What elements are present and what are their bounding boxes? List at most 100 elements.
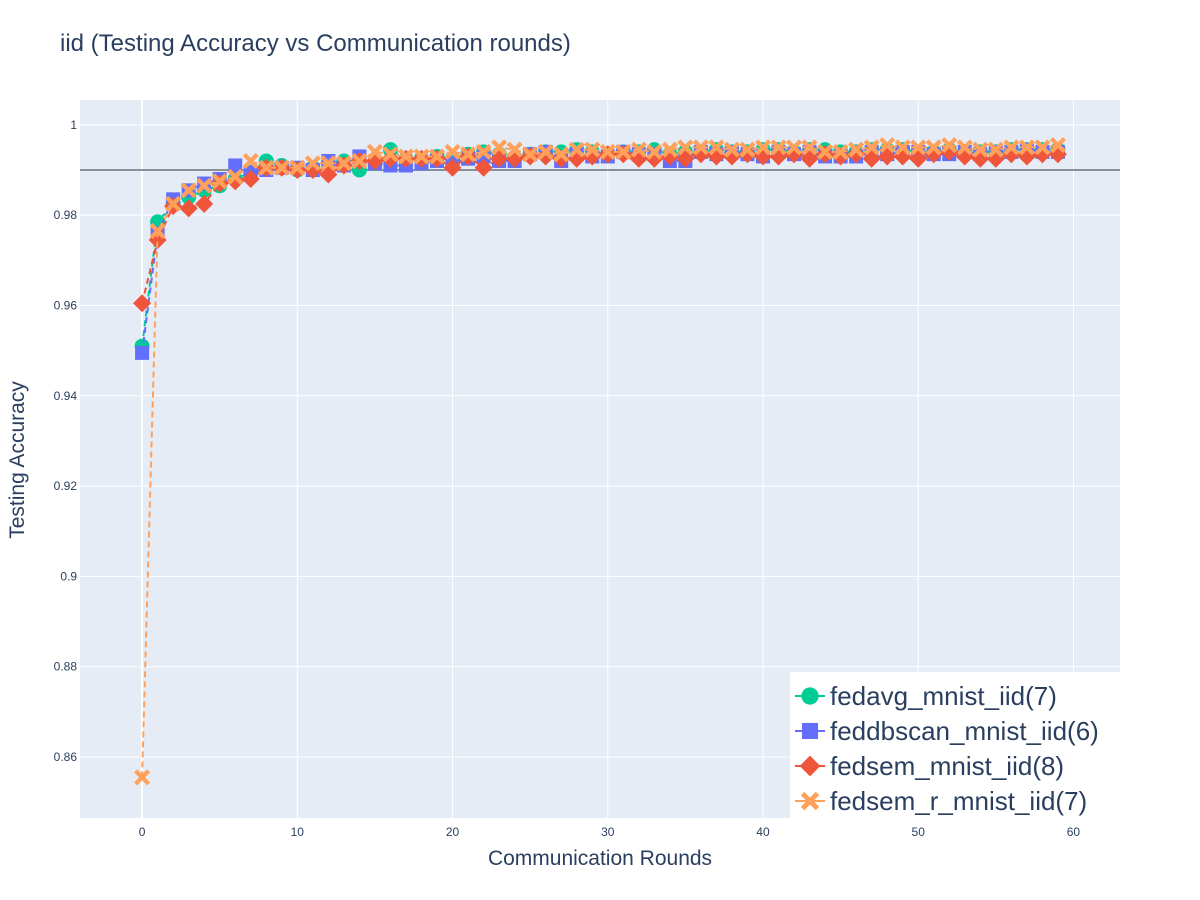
data-point (1049, 137, 1066, 154)
data-point (754, 139, 771, 156)
data-point (1003, 139, 1020, 156)
data-point (987, 141, 1004, 158)
data-point (723, 141, 740, 158)
data-point (941, 137, 958, 154)
data-point (646, 143, 663, 160)
data-point (335, 155, 352, 172)
data-point (537, 143, 554, 160)
x-tick-label: 50 (912, 825, 926, 839)
data-point (444, 143, 461, 160)
data-point (304, 155, 321, 172)
legend-label: fedsem_r_mnist_iid(7) (830, 786, 1087, 816)
data-point (708, 139, 725, 156)
data-point (366, 143, 383, 160)
data-point (228, 158, 243, 173)
data-point (460, 146, 477, 163)
data-point (443, 158, 462, 177)
data-point (195, 194, 214, 213)
data-point (972, 141, 989, 158)
data-point (320, 155, 337, 172)
data-point (848, 141, 865, 158)
data-point (879, 137, 896, 154)
data-point (661, 141, 678, 158)
data-point (196, 177, 213, 194)
y-tick-label: 0.94 (54, 389, 78, 403)
x-tick-label: 10 (291, 825, 305, 839)
data-point (910, 139, 927, 156)
legend-marker (799, 755, 821, 777)
legend-item[interactable]: fedavg_mnist_iid(7) (795, 681, 1057, 711)
data-point (956, 139, 973, 156)
series-group (133, 137, 1067, 786)
data-point (599, 143, 616, 160)
data-point (786, 139, 803, 156)
data-point (413, 148, 430, 165)
legend-item[interactable]: feddbscan_mnist_iid(6) (795, 716, 1099, 746)
y-axis-title: Testing Accuracy (6, 381, 29, 539)
data-point (894, 139, 911, 156)
data-point (475, 143, 492, 160)
y-tick-label: 0.9 (60, 569, 77, 583)
legend-background (790, 672, 1120, 818)
x-tick-label: 20 (446, 825, 460, 839)
data-point (382, 146, 399, 163)
data-point (832, 143, 849, 160)
x-tick-label: 0 (139, 825, 146, 839)
chart-title: iid (Testing Accuracy vs Communication r… (60, 30, 571, 57)
y-tick-label: 0.92 (54, 479, 78, 493)
data-point (429, 148, 446, 165)
data-point (491, 139, 508, 156)
legend-marker (801, 722, 819, 740)
data-point (692, 139, 709, 156)
data-point (863, 139, 880, 156)
data-point (630, 141, 647, 158)
data-point (227, 168, 244, 185)
legend-item[interactable]: fedsem_mnist_iid(8) (795, 751, 1064, 781)
data-point (165, 195, 182, 212)
data-point (180, 182, 197, 199)
data-point (615, 143, 632, 160)
data-point (1034, 139, 1051, 156)
data-point (134, 769, 151, 786)
data-point (351, 152, 368, 169)
data-point (273, 159, 290, 176)
y-tick-label: 0.98 (54, 208, 78, 222)
data-point (242, 152, 259, 169)
y-tick-label: 1 (70, 118, 77, 132)
data-point (677, 139, 694, 156)
data-point (381, 149, 400, 168)
data-point (739, 141, 756, 158)
data-point (179, 199, 198, 218)
data-point (522, 146, 539, 163)
series-x (134, 137, 1066, 786)
data-point (925, 139, 942, 156)
y-tick-label: 0.96 (54, 298, 78, 312)
data-point (553, 146, 570, 163)
x-tick-label: 60 (1067, 825, 1081, 839)
data-point (135, 345, 150, 360)
data-point (568, 141, 585, 158)
data-point (258, 159, 275, 176)
data-point (801, 139, 818, 156)
legend-label: feddbscan_mnist_iid(6) (830, 716, 1099, 746)
data-point (226, 172, 245, 191)
data-point (1018, 139, 1035, 156)
data-point (149, 222, 166, 239)
data-point (817, 143, 834, 160)
x-axis-title: Communication Rounds (488, 847, 712, 870)
data-point (506, 141, 523, 158)
x-tick-label: 30 (601, 825, 615, 839)
x-tick-label: 40 (756, 825, 770, 839)
tick-labels: 0 10 20 30 40 50 60 0.86 0.88 0.9 0.92 0.94 0.96 0.98… (54, 118, 1081, 839)
data-point (770, 139, 787, 156)
legend-marker (801, 687, 819, 705)
data-point (241, 170, 260, 189)
data-point (211, 173, 228, 190)
data-point (133, 294, 152, 313)
data-point (289, 159, 306, 176)
data-point (397, 148, 414, 165)
legend-item[interactable]: fedsem_r_mnist_iid(7) (795, 786, 1087, 816)
y-tick-label: 0.86 (54, 750, 78, 764)
legend[interactable]: fedavg_mnist_iid(7) feddbscan_mnist_iid(6… (790, 672, 1120, 818)
